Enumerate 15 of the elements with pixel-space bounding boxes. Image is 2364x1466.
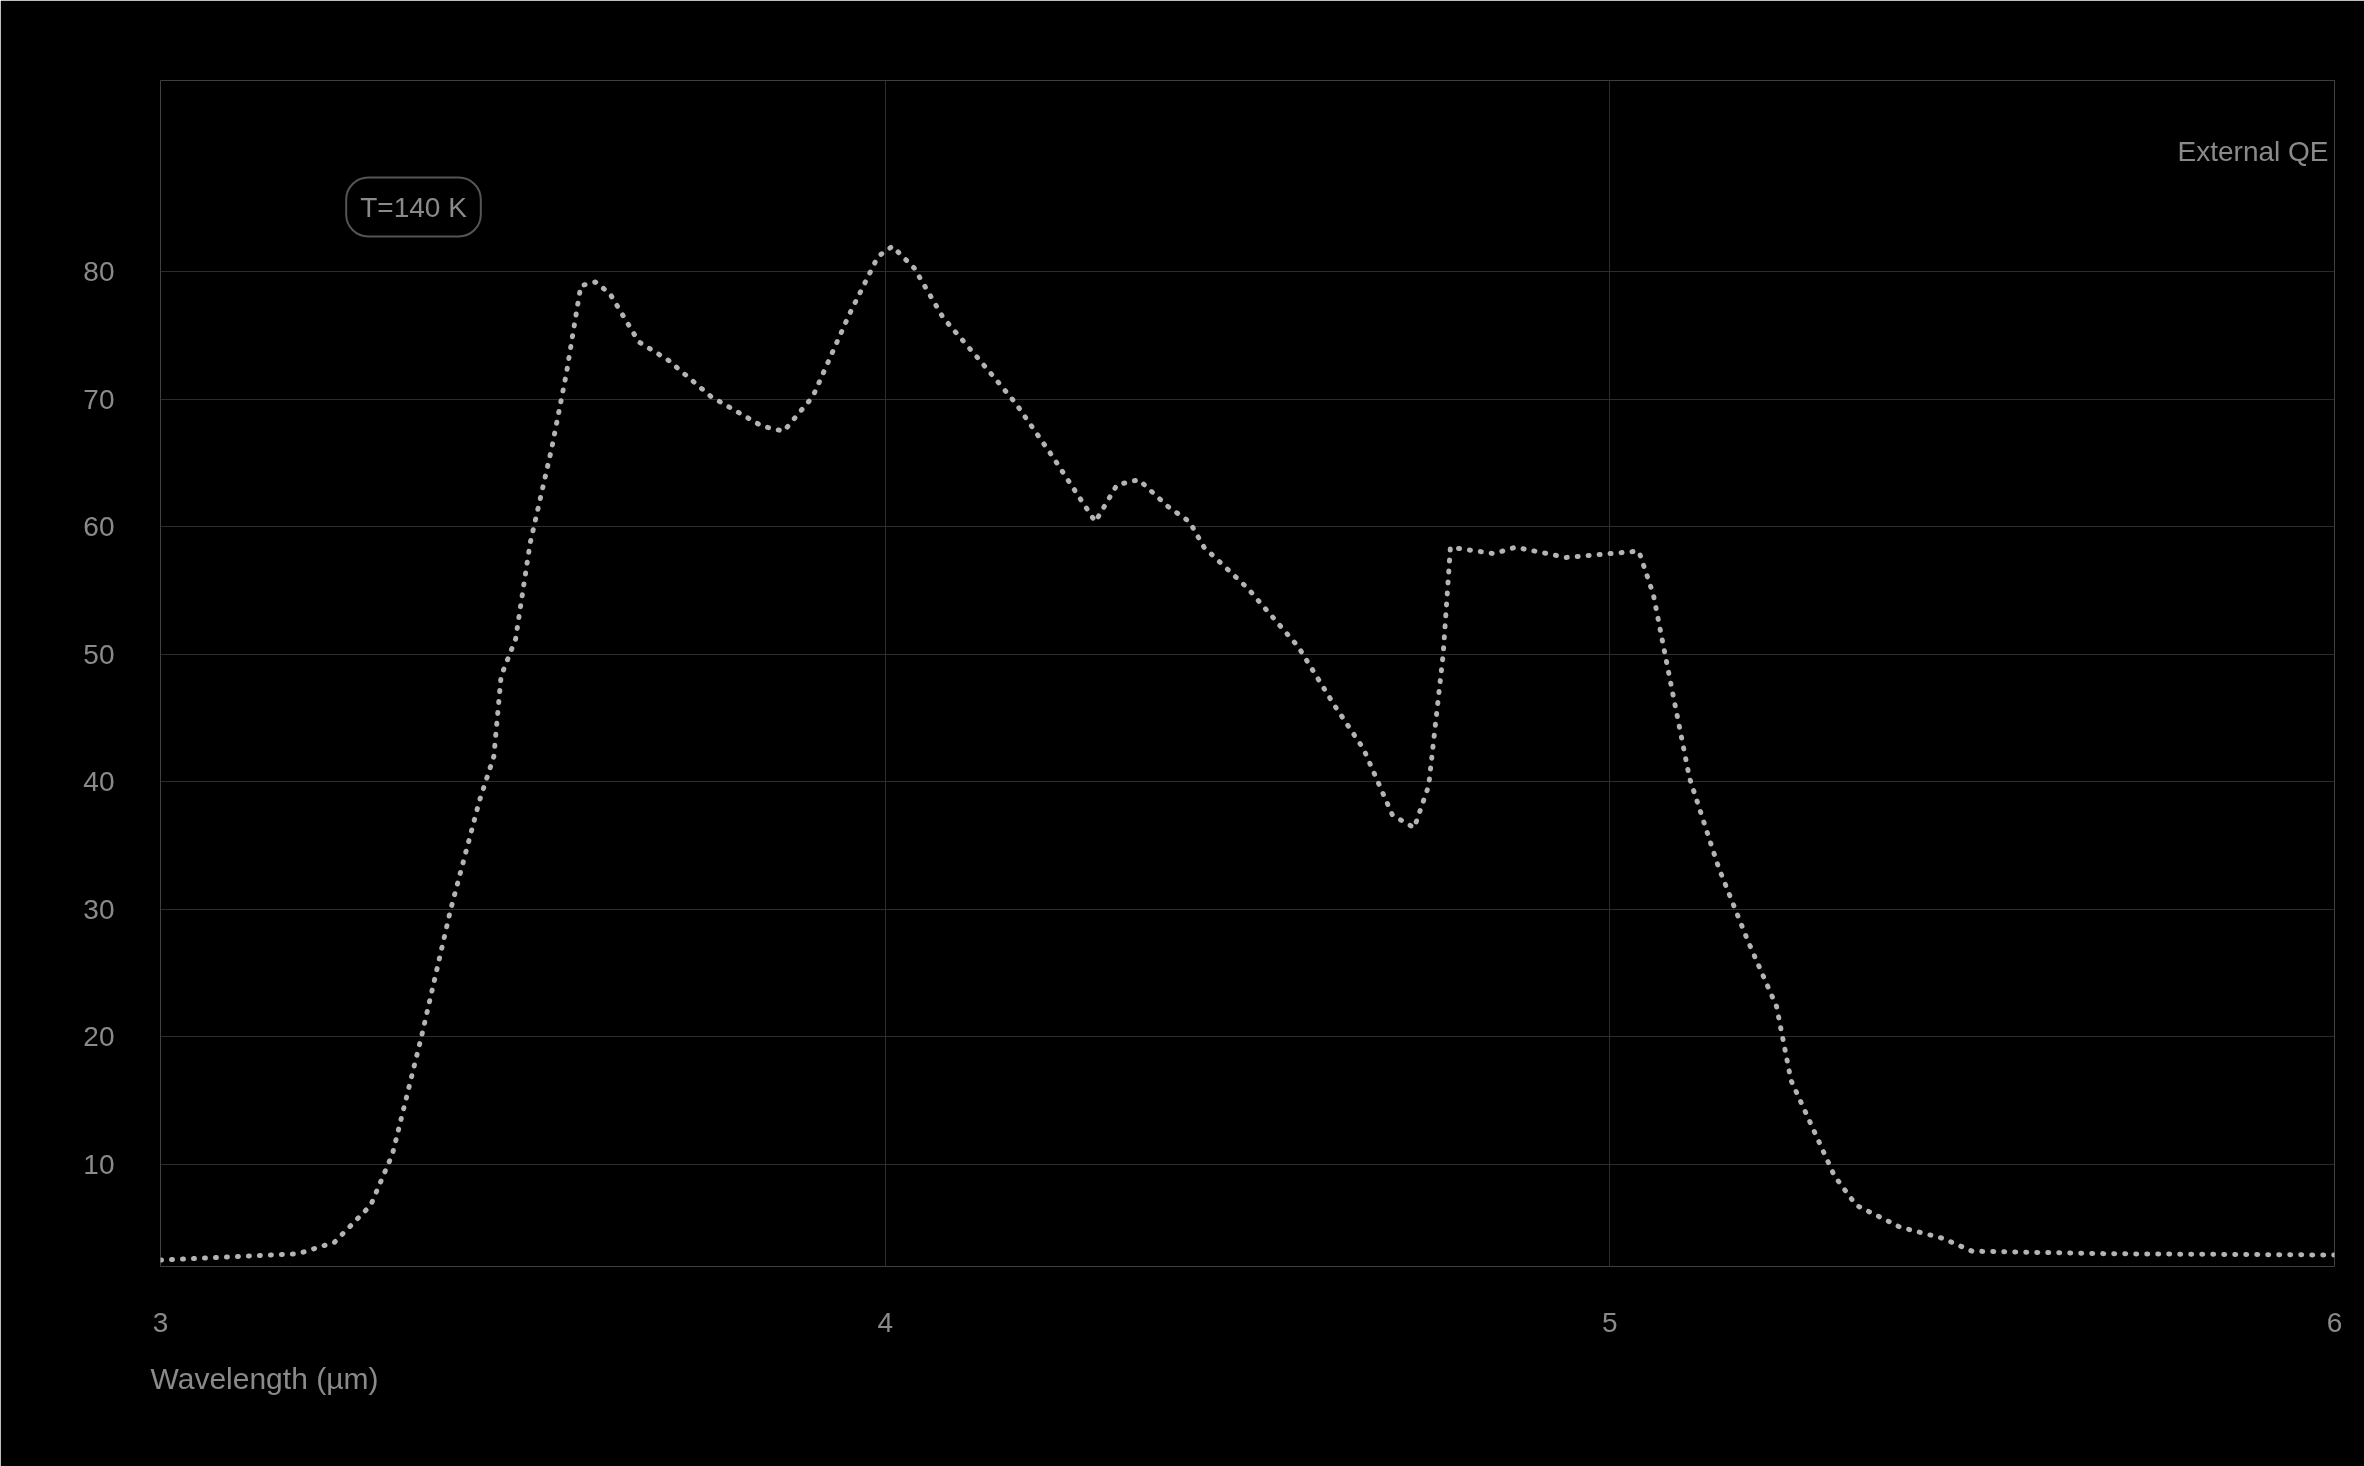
x-tick-label: 4 bbox=[877, 1306, 893, 1338]
y-tick-label: 40 bbox=[83, 766, 115, 798]
x-tick-label: 3 bbox=[152, 1306, 169, 1338]
y-tick-label: 20 bbox=[83, 1021, 115, 1053]
y-tick-label: 80 bbox=[83, 256, 115, 288]
annotation: T=140 K bbox=[360, 191, 468, 223]
y-tick-label: 10 bbox=[83, 1148, 115, 1180]
x-axis-title: Wavelength (µm) bbox=[150, 1361, 379, 1395]
y-tick-label: 50 bbox=[83, 638, 115, 670]
y-tick-label: 60 bbox=[83, 511, 115, 543]
y-tick-label: 70 bbox=[83, 383, 115, 415]
x-tick-label: 6 bbox=[2326, 1306, 2343, 1338]
y-tick-label: 30 bbox=[83, 893, 115, 925]
y-axis-title: External QE bbox=[2177, 135, 2329, 167]
x-tick-label: 5 bbox=[1602, 1306, 1618, 1338]
